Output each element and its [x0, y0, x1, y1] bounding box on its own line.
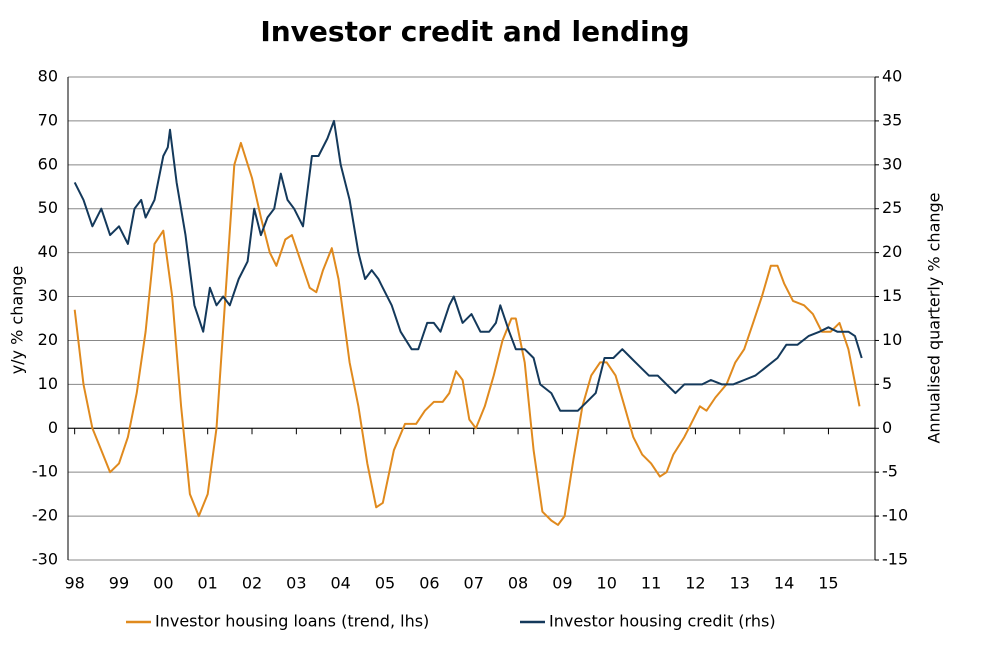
y2-tick-label: 10 [882, 330, 902, 349]
y-tick-label: -10 [32, 462, 58, 481]
x-tick-label: 02 [242, 574, 262, 593]
x-tick-label: 01 [197, 574, 217, 593]
y-tick-label: 50 [38, 198, 58, 217]
y2-tick-label: -5 [882, 462, 898, 481]
x-tick-label: 15 [818, 574, 838, 593]
legend-label: Investor housing credit (rhs) [549, 612, 776, 631]
y-tick-label: 60 [38, 154, 58, 173]
x-tick-label: 13 [730, 574, 750, 593]
x-tick-label: 04 [331, 574, 351, 593]
x-tick-label: 12 [685, 574, 705, 593]
x-tick-label: 08 [508, 574, 528, 593]
y-tick-label: 70 [38, 110, 58, 129]
y2-tick-label: 25 [882, 198, 902, 217]
x-tick-label: 03 [286, 574, 306, 593]
y2-tick-label: 35 [882, 110, 902, 129]
x-tick-label: 11 [641, 574, 661, 593]
y-tick-label: 20 [38, 330, 58, 349]
y2-tick-label: 20 [882, 242, 902, 261]
y-axis-label: y/y % change [8, 266, 27, 375]
y2-axis-label: Annualised quarterly % change [925, 192, 944, 443]
x-tick-label: 06 [419, 574, 439, 593]
y2-tick-label: 5 [882, 374, 892, 393]
y2-tick-label: 0 [882, 418, 892, 437]
series-line [73, 119, 863, 412]
x-tick-label: 09 [552, 574, 572, 593]
x-tick-label: 98 [64, 574, 84, 593]
x-tick-label: 10 [597, 574, 617, 593]
x-tick-label: 14 [774, 574, 794, 593]
y-tick-label: -20 [32, 506, 58, 525]
x-tick-label: 99 [109, 574, 129, 593]
x-tick-label: 00 [153, 574, 173, 593]
legend-label: Investor housing loans (trend, lhs) [155, 612, 429, 631]
y-tick-label: 40 [38, 242, 58, 261]
y2-tick-label: -15 [882, 550, 908, 569]
x-tick-label: 05 [375, 574, 395, 593]
y-tick-label: -30 [32, 550, 58, 569]
series-line [73, 141, 861, 526]
y2-tick-label: -10 [882, 506, 908, 525]
y2-tick-label: 15 [882, 286, 902, 305]
y-tick-label: 10 [38, 374, 58, 393]
y-tick-label: 30 [38, 286, 58, 305]
y2-tick-label: 40 [882, 67, 902, 86]
y-tick-label: 80 [38, 67, 58, 86]
chart-title: Investor credit and lending [260, 15, 689, 48]
y-tick-label: 0 [48, 418, 58, 437]
y2-tick-label: 30 [882, 154, 902, 173]
x-tick-label: 07 [464, 574, 484, 593]
